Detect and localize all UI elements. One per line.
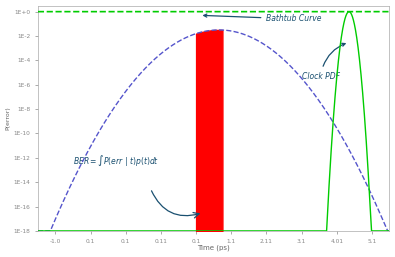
X-axis label: Time (ps): Time (ps) bbox=[197, 245, 230, 251]
Text: Clock PDF: Clock PDF bbox=[301, 43, 345, 81]
Text: $BER = \int P(err\ |\ t)p(t)dt$: $BER = \int P(err\ |\ t)p(t)dt$ bbox=[73, 153, 159, 168]
Text: Bathtub Curve: Bathtub Curve bbox=[204, 14, 322, 23]
Y-axis label: P(error): P(error) bbox=[6, 106, 11, 130]
